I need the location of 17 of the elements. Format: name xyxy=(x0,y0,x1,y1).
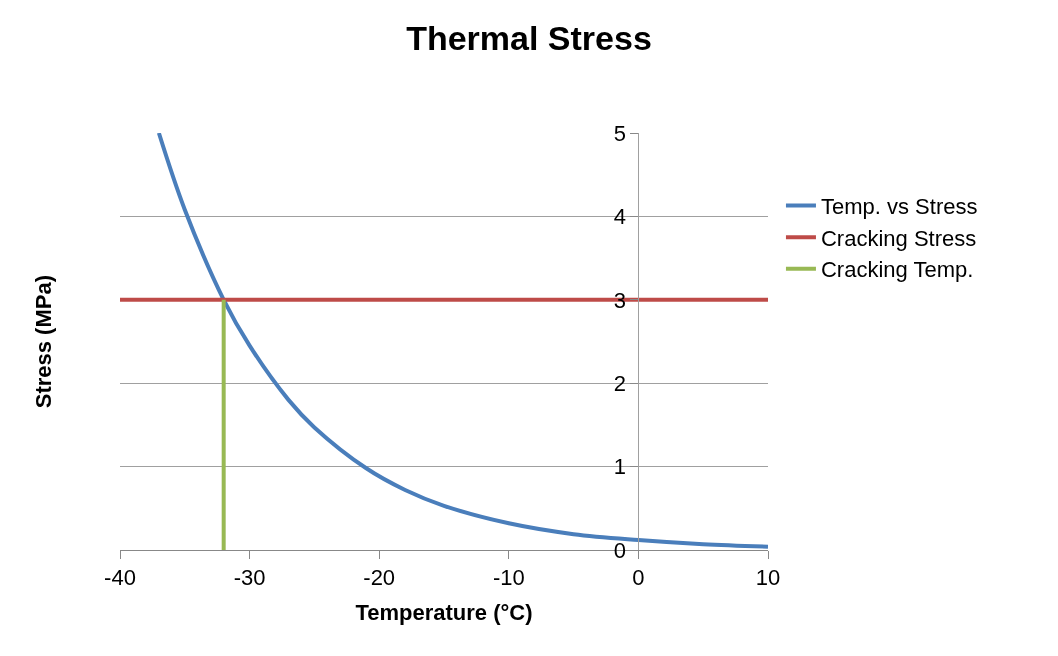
legend-label: Cracking Stress xyxy=(820,225,977,251)
legend-label: Temp. vs Stress xyxy=(820,194,978,220)
x-tick-label: -30 xyxy=(233,565,266,591)
x-tick-label: -10 xyxy=(492,565,525,591)
x-tick-label: 10 xyxy=(755,565,781,591)
legend-label: Cracking Temp. xyxy=(820,257,974,283)
y-axis-title: Stress (MPa) xyxy=(31,275,57,409)
y-tick-label: 1 xyxy=(613,454,626,480)
chart-title: Thermal Stress xyxy=(406,19,652,58)
x-tick-label: 0 xyxy=(632,565,645,591)
x-tick-label: -40 xyxy=(104,565,136,591)
y-tick-label: 2 xyxy=(613,370,626,396)
y-tick-label: 0 xyxy=(613,537,626,563)
x-tick-label: -20 xyxy=(363,565,396,591)
y-tick-label: 5 xyxy=(613,120,626,146)
x-axis-title: Temperature (°C) xyxy=(355,600,533,626)
y-tick-label: 4 xyxy=(613,204,626,230)
